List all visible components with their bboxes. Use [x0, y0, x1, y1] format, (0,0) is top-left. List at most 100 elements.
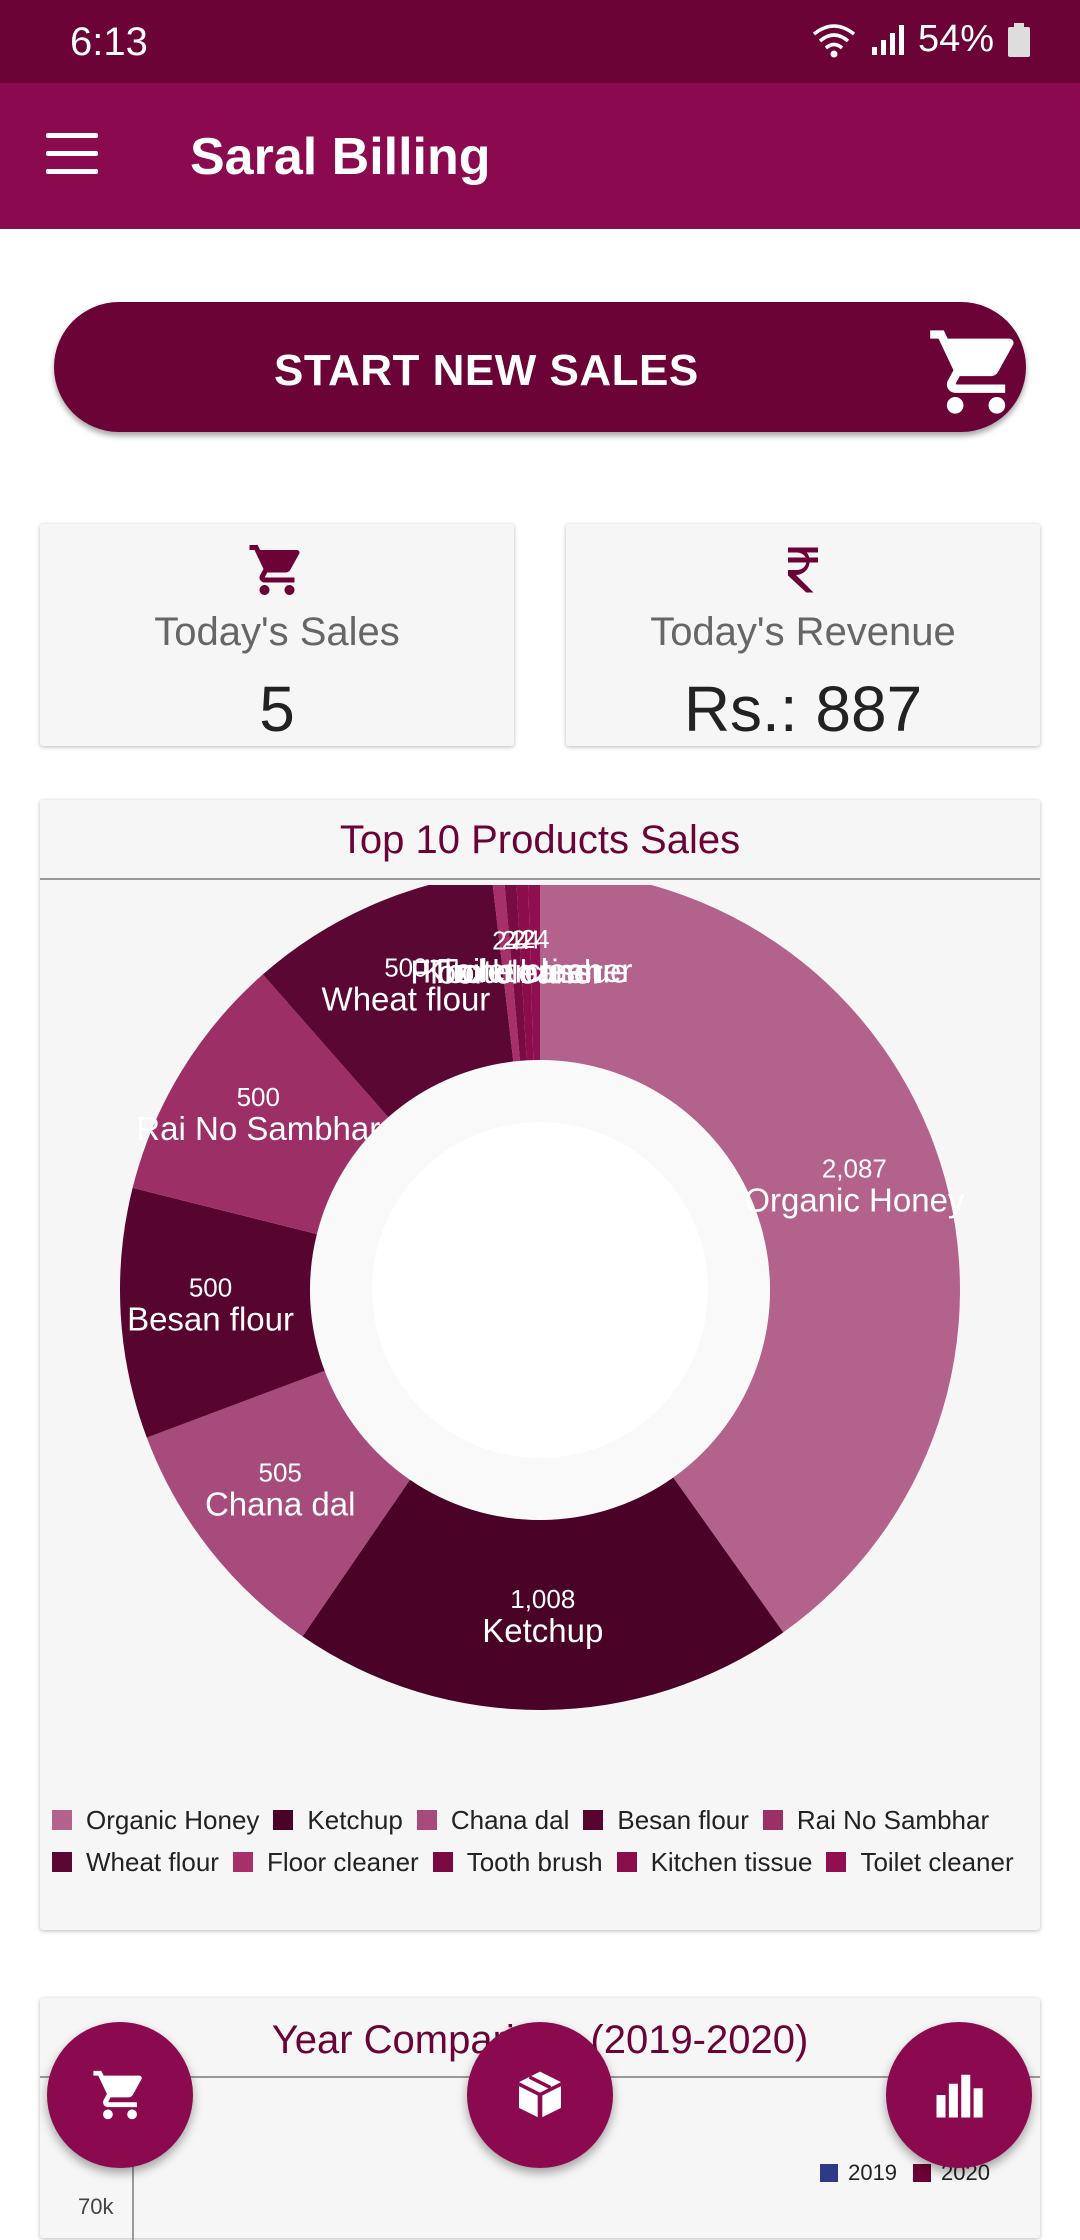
legend-label: Tooth brush: [466, 1846, 603, 1877]
todays-sales-card: Today's Sales 5: [40, 524, 514, 746]
legend-item[interactable]: Organic Honey: [52, 1805, 259, 1835]
legend-label: Wheat flour: [86, 1846, 219, 1877]
status-icons: 54%: [812, 18, 1030, 61]
box-icon: [519, 2071, 561, 2118]
legend-item[interactable]: Ketchup: [273, 1804, 403, 1835]
todays-revenue-value: Rs.: 887: [683, 673, 923, 745]
signal-icon: [871, 24, 904, 55]
legend-swatch-2020: [913, 2164, 932, 2182]
hamburger-icon[interactable]: [46, 133, 98, 175]
slice-value-label: 2,087: [822, 1154, 887, 1184]
legend-label: 2019: [848, 2160, 898, 2185]
slice-name-label: Organic Honey: [744, 1182, 965, 1219]
legend-item[interactable]: Rai No Sambhar: [762, 1805, 989, 1835]
slice-name-label: Rai No Sambhar: [136, 1110, 380, 1147]
app-bar: Saral Billing: [0, 83, 1080, 229]
legend-swatch: [52, 1852, 72, 1872]
y-tick-label: 70k: [78, 2194, 114, 2219]
battery-icon: [1008, 22, 1030, 57]
slice-value-label: 500: [189, 1273, 232, 1303]
app-title: Saral Billing: [190, 128, 491, 186]
legend-item: 2019: [820, 2160, 897, 2186]
divider: [40, 878, 1040, 880]
legend-item[interactable]: Floor cleaner: [232, 1846, 419, 1877]
top-products-card: Top 10 Products Sales 2,087 Organic Honey…: [40, 800, 1040, 1930]
legend-label: Ketchup: [307, 1804, 403, 1835]
slice-value-label: 24: [521, 924, 550, 954]
legend-swatch-2019: [820, 2164, 839, 2182]
reports-fab[interactable]: [886, 2022, 1032, 2168]
donut-slice-chana-dal[interactable]: [146, 1370, 410, 1637]
legend-swatch: [583, 1810, 604, 1830]
slice-value-label: 500: [384, 952, 427, 982]
donut-slice-kitchen-tissue[interactable]: [516, 885, 534, 1061]
new-sale-fab[interactable]: [47, 2022, 193, 2168]
cart-icon: [930, 330, 1014, 414]
legend-item[interactable]: Chana dal: [416, 1804, 570, 1835]
slice-name-label: Besan flour: [127, 1301, 294, 1338]
donut-slice-toilet-cleaner[interactable]: [528, 885, 540, 1061]
legend-item[interactable]: Besan flour: [583, 1805, 749, 1835]
start-new-sales-button[interactable]: START NEW SALES: [54, 302, 1026, 432]
battery-percent: 54%: [917, 18, 994, 60]
legend-item[interactable]: Tooth brush: [432, 1846, 603, 1877]
status-bar: 6:13 54%: [0, 0, 1080, 83]
cart-icon: [93, 2070, 142, 2120]
donut-slice-organic-honey[interactable]: [540, 885, 960, 1633]
legend-swatch: [52, 1810, 72, 1830]
slice-value-label: 505: [259, 1457, 302, 1487]
slice-value-label: 1,008: [510, 1584, 575, 1614]
legend-swatch: [616, 1852, 637, 1872]
rupee-icon: [788, 547, 818, 593]
legend-item[interactable]: Toilet cleaner: [826, 1846, 1014, 1877]
donut-slice-ketchup[interactable]: [302, 1477, 784, 1710]
top-products-legend: Organic Honey Ketchup Chana dal Besan flour…: [52, 1805, 1032, 1877]
legend-swatch: [762, 1810, 783, 1830]
start-new-sales-label: START NEW SALES: [274, 346, 699, 395]
slice-name-label: Chana dal: [205, 1485, 355, 1522]
slice-name-label: Toilet cleaner: [438, 952, 632, 989]
slice-name-label: Wheat flour: [322, 980, 491, 1017]
legend-label: Toilet cleaner: [860, 1846, 1014, 1877]
todays-revenue-label: Today's Revenue: [650, 610, 956, 654]
slice-name-label: Tooth brush: [430, 953, 602, 990]
slice-name-label: Floor cleaner: [410, 954, 603, 991]
top-products-title: Top 10 Products Sales: [339, 818, 741, 862]
donut-slice-floor-cleaner[interactable]: [491, 885, 520, 1062]
legend-swatch: [273, 1810, 294, 1830]
slice-name-label: Kitchen tissue: [423, 952, 628, 989]
donut-hole: [372, 1122, 708, 1458]
slice-value-label: 24: [502, 925, 531, 955]
legend-item[interactable]: Kitchen tissue: [616, 1847, 812, 1877]
donut-slice-wheat-flour[interactable]: [262, 885, 514, 1118]
slice-value-label: 500: [237, 1082, 280, 1112]
legend-swatch: [826, 1852, 847, 1872]
donut-inner-ring: [310, 1060, 770, 1520]
legend-item[interactable]: Wheat flour: [52, 1847, 219, 1877]
legend-swatch: [232, 1852, 253, 1872]
donut-slice-rai-no-sambhar[interactable]: [132, 974, 389, 1235]
legend-label: Besan flour: [617, 1804, 749, 1835]
donut-slice-besan-flour[interactable]: [120, 1187, 325, 1438]
status-time: 6:13: [70, 20, 148, 64]
legend-swatch: [416, 1810, 437, 1830]
slice-value-label: 24: [511, 924, 540, 954]
legend-swatch: [432, 1852, 453, 1872]
todays-sales-value: 5: [259, 673, 295, 745]
products-fab[interactable]: [467, 2022, 613, 2168]
donut-slice-tooth-brush[interactable]: [503, 885, 527, 1061]
legend-label: Floor cleaner: [266, 1846, 419, 1877]
legend-label: Chana dal: [450, 1804, 570, 1835]
slice-value-label: 24: [492, 926, 521, 956]
cart-icon: [249, 545, 300, 595]
